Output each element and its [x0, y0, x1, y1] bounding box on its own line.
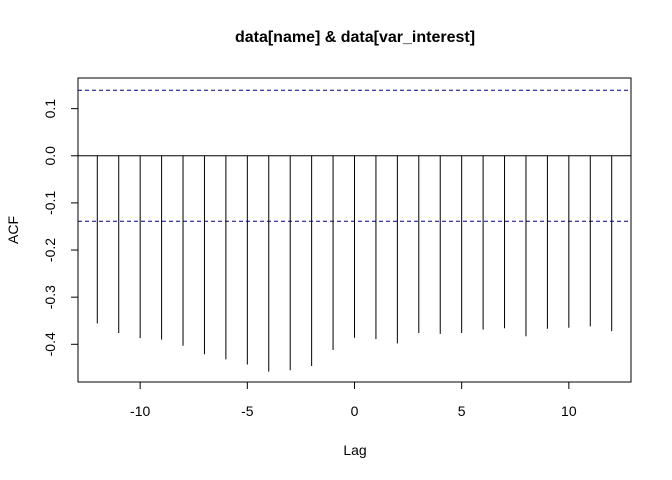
chart-title: data[name] & data[var_interest] — [235, 29, 475, 46]
y-tick-label: -0.4 — [42, 332, 58, 356]
x-axis-label: Lag — [343, 442, 366, 458]
x-tick-label: 0 — [351, 403, 359, 419]
x-tick-label: 10 — [561, 403, 577, 419]
y-tick-label: -0.3 — [42, 285, 58, 309]
x-tick-label: -5 — [241, 403, 254, 419]
x-tick-label: 5 — [458, 403, 466, 419]
y-tick-label: -0.1 — [42, 191, 58, 215]
y-axis-label: ACF — [5, 216, 21, 244]
y-tick-label: -0.2 — [42, 238, 58, 262]
y-axis: 0.1 0.0 -0.1 -0.2 -0.3 -0.4 — [42, 99, 79, 356]
x-axis: -10 -5 0 5 10 — [130, 381, 577, 419]
acf-bars — [78, 155, 631, 372]
y-tick-label: 0.0 — [42, 146, 58, 166]
y-tick-label: 0.1 — [42, 99, 58, 119]
x-tick-label: -10 — [130, 403, 150, 419]
